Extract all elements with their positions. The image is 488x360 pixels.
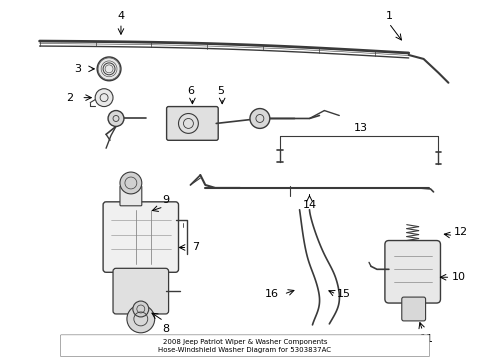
Text: 8: 8 [162, 324, 169, 334]
Text: 10: 10 [450, 272, 465, 282]
FancyBboxPatch shape [113, 268, 168, 314]
FancyBboxPatch shape [103, 202, 178, 272]
Text: 1: 1 [385, 11, 391, 21]
Text: Hose-Windshield Washer Diagram for 5303837AC: Hose-Windshield Washer Diagram for 53038… [158, 347, 331, 353]
Text: 6: 6 [186, 86, 194, 96]
FancyBboxPatch shape [401, 297, 425, 321]
Text: 4: 4 [117, 11, 124, 21]
Text: 7: 7 [191, 243, 199, 252]
Text: 3: 3 [74, 64, 81, 74]
Text: 9: 9 [162, 195, 169, 205]
Circle shape [120, 172, 142, 194]
Text: 5: 5 [216, 86, 223, 96]
Text: 2008 Jeep Patriot Wiper & Washer Components: 2008 Jeep Patriot Wiper & Washer Compone… [163, 339, 326, 345]
Text: 12: 12 [453, 226, 468, 237]
Text: 2: 2 [66, 93, 73, 103]
FancyBboxPatch shape [120, 186, 142, 206]
Circle shape [97, 57, 121, 81]
Circle shape [95, 89, 113, 107]
Circle shape [249, 109, 269, 129]
Text: 15: 15 [337, 289, 350, 299]
Text: 16: 16 [264, 289, 278, 299]
Circle shape [133, 301, 148, 317]
FancyBboxPatch shape [166, 107, 218, 140]
Circle shape [108, 111, 123, 126]
FancyBboxPatch shape [384, 240, 440, 303]
Text: 13: 13 [353, 123, 367, 134]
Text: 11: 11 [419, 334, 433, 344]
FancyBboxPatch shape [61, 335, 428, 357]
Circle shape [127, 305, 154, 333]
Text: 14: 14 [302, 200, 316, 210]
